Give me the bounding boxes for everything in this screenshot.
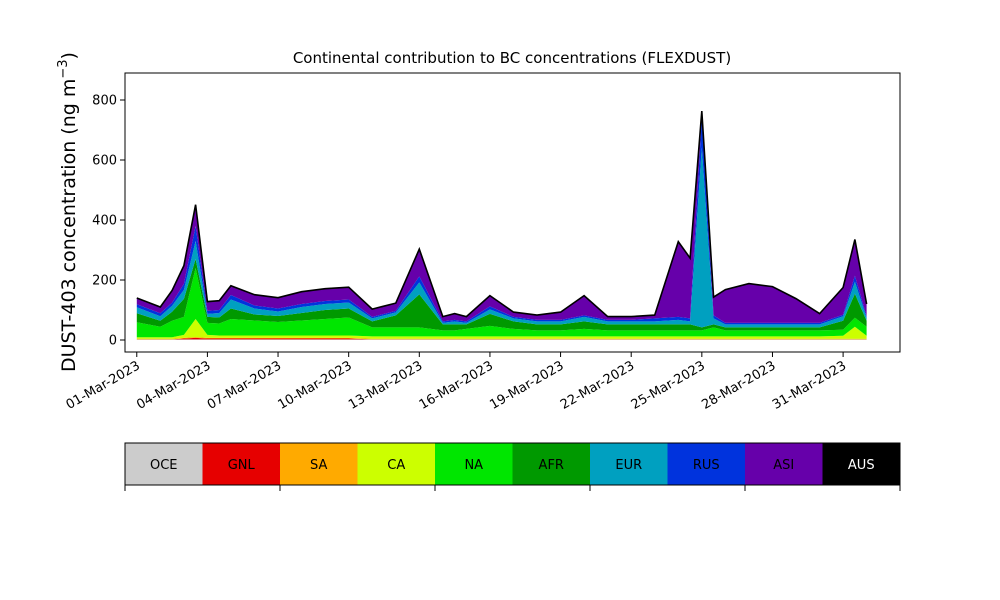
legend-label-na: NA xyxy=(464,458,483,473)
x-tick-label: 19-Mar-2023 xyxy=(487,358,566,412)
legend-swatch-eur xyxy=(590,443,668,485)
legend-swatch-asi xyxy=(745,443,823,485)
y-axis-label: DUST-403 concentration (ng m−3) xyxy=(56,52,80,372)
area-oce xyxy=(136,339,867,340)
plot-frame xyxy=(124,72,901,353)
legend-swatch-na xyxy=(435,443,513,485)
x-tick-label: 31-Mar-2023 xyxy=(770,358,849,412)
legend-label-afr: AFR xyxy=(539,458,564,473)
total-concentration-line xyxy=(136,111,868,318)
x-tick-label: 22-Mar-2023 xyxy=(558,358,637,412)
area-afr xyxy=(136,259,867,331)
legend-swatch-gnl xyxy=(202,443,280,485)
legend-frame xyxy=(124,442,901,486)
x-axis: 01-Mar-202304-Mar-202307-Mar-202310-Mar-… xyxy=(64,352,849,413)
legend-label-asi: ASI xyxy=(773,458,794,473)
x-tick-label: 07-Mar-2023 xyxy=(205,358,284,412)
area-gnl xyxy=(136,337,867,340)
chart-title: Continental contribution to BC concentra… xyxy=(293,49,731,67)
x-tick-label: 10-Mar-2023 xyxy=(276,358,355,412)
x-tick-label: 13-Mar-2023 xyxy=(346,358,425,412)
y-tick-label: 800 xyxy=(92,94,117,109)
y-tick-label: 400 xyxy=(92,214,117,229)
area-na xyxy=(136,268,867,338)
legend-swatch-sa xyxy=(280,443,358,485)
y-axis: 0 200 400 600 800 xyxy=(92,94,125,349)
legend-swatch-oce xyxy=(125,443,203,485)
stacked-area-layer xyxy=(136,111,867,340)
region-legend-bar: OCE GNL SA CA NA AFR EUR RUS ASI AUS xyxy=(124,442,901,491)
legend-swatch-rus xyxy=(667,443,745,485)
legend-label-ca: CA xyxy=(387,458,405,473)
legend-label-sa: SA xyxy=(310,458,327,473)
legend-swatch-afr xyxy=(512,443,590,485)
area-ca xyxy=(136,319,867,339)
legend-label-rus: RUS xyxy=(693,458,720,473)
legend-label-aus: AUS xyxy=(848,458,875,473)
x-tick-label: 25-Mar-2023 xyxy=(629,358,708,412)
legend-swatch-aus xyxy=(822,443,900,485)
legend-label-eur: EUR xyxy=(615,458,642,473)
y-tick-label: 200 xyxy=(92,274,117,289)
x-tick-label: 04-Mar-2023 xyxy=(134,358,213,412)
x-tick-label: 16-Mar-2023 xyxy=(417,358,496,412)
legend-label-gnl: GNL xyxy=(228,458,256,473)
legend-swatch-ca xyxy=(357,443,435,485)
area-asi xyxy=(136,111,867,323)
legend-label-oce: OCE xyxy=(150,458,178,473)
x-tick-label: 28-Mar-2023 xyxy=(699,358,778,412)
y-tick-label: 600 xyxy=(92,154,117,169)
y-tick-label: 0 xyxy=(109,334,117,349)
